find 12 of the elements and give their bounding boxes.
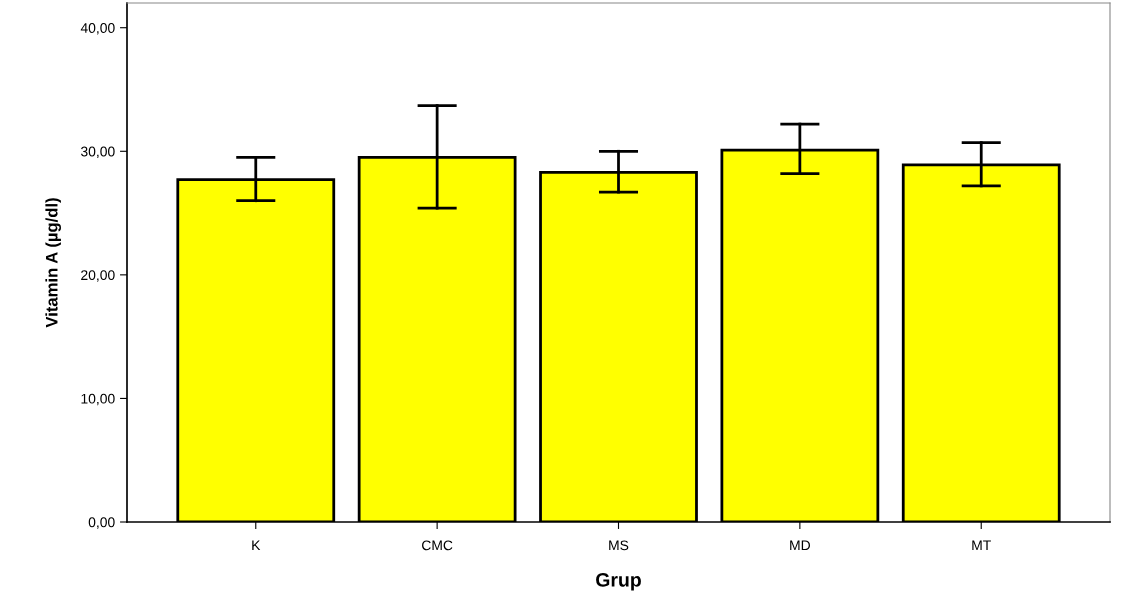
y-tick-label: 30,00 [80,146,115,159]
y-tick-label: 40,00 [80,23,115,35]
y-axis-title: Vitamin A (µg/dl) [45,198,61,328]
x-tick-label: MS [609,540,629,551]
x-tick-label: MT [972,540,991,551]
x-tick-label: MD [790,540,810,551]
y-tick-label: 0,00 [88,517,115,529]
x-axis-title: Grup [596,572,641,591]
x-tick-label: CMC [422,540,453,551]
y-tick-label: 10,00 [81,393,115,406]
y-tick-label: 20,00 [81,270,115,282]
x-tick-label: K [252,540,261,551]
